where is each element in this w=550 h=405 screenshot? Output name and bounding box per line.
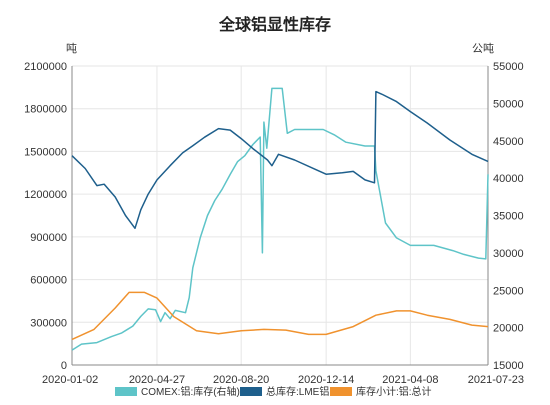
- series-line-0: [71, 87, 489, 351]
- series-line-1: [71, 90, 489, 230]
- axes: [71, 66, 489, 366]
- right-axis-ticks: 15000 20000 25000 30000 35000 40000 45000 50000…: [493, 61, 524, 372]
- left-tick-label: 2100000: [24, 61, 67, 73]
- right-tick-label: 35000: [493, 211, 524, 223]
- left-tick-label: 1500000: [24, 146, 67, 158]
- right-tick-label: 30000: [493, 248, 524, 260]
- right-tick-label: 25000: [493, 285, 524, 297]
- legend-swatch: [240, 387, 262, 396]
- legend: COMEX:铝:库存(右轴) 总库存:LME铝 库存小计:铝:总计: [115, 385, 432, 398]
- x-tick-label: 2020-12-14: [298, 374, 354, 386]
- right-axis-unit: 公吨: [472, 42, 494, 55]
- left-axis-unit: 吨: [66, 42, 77, 55]
- left-tick-label: 300000: [30, 317, 67, 329]
- legend-label: COMEX:铝:库存(右轴): [141, 385, 240, 398]
- x-tick-label: 2020-08-20: [213, 374, 269, 386]
- series-line-2: [71, 291, 489, 341]
- left-tick-label: 0: [61, 360, 67, 372]
- right-tick-label: 45000: [493, 136, 524, 148]
- left-tick-label: 1200000: [24, 189, 67, 201]
- series-lines: [71, 87, 489, 351]
- x-tick-label: 2021-07-23: [468, 374, 524, 386]
- x-tick-label: 2020-04-27: [129, 374, 185, 386]
- x-tick-label: 2021-04-08: [382, 374, 438, 386]
- legend-swatch: [115, 387, 137, 396]
- legend-label: 总库存:LME铝: [266, 385, 329, 398]
- chart-title: 全球铝显性库存: [218, 15, 331, 34]
- left-tick-label: 900000: [30, 232, 67, 244]
- grid-lines: [71, 65, 489, 366]
- right-tick-label: 55000: [493, 61, 524, 73]
- left-tick-label: 600000: [30, 275, 67, 287]
- right-tick-label: 50000: [493, 98, 524, 110]
- x-tick-label: 2020-01-02: [42, 374, 98, 386]
- left-tick-label: 1800000: [24, 104, 67, 116]
- legend-label: 库存小计:铝:总计: [356, 385, 432, 398]
- right-tick-label: 15000: [493, 360, 524, 372]
- legend-swatch: [330, 387, 352, 396]
- x-axis-ticks: 2020-01-02 2020-04-27 2020-08-20 2020-12-14…: [42, 374, 524, 386]
- right-tick-label: 20000: [493, 323, 524, 335]
- right-tick-label: 40000: [493, 173, 524, 185]
- left-axis-ticks: 0 300000 600000 900000 1200000 1500000 1800000…: [24, 61, 67, 372]
